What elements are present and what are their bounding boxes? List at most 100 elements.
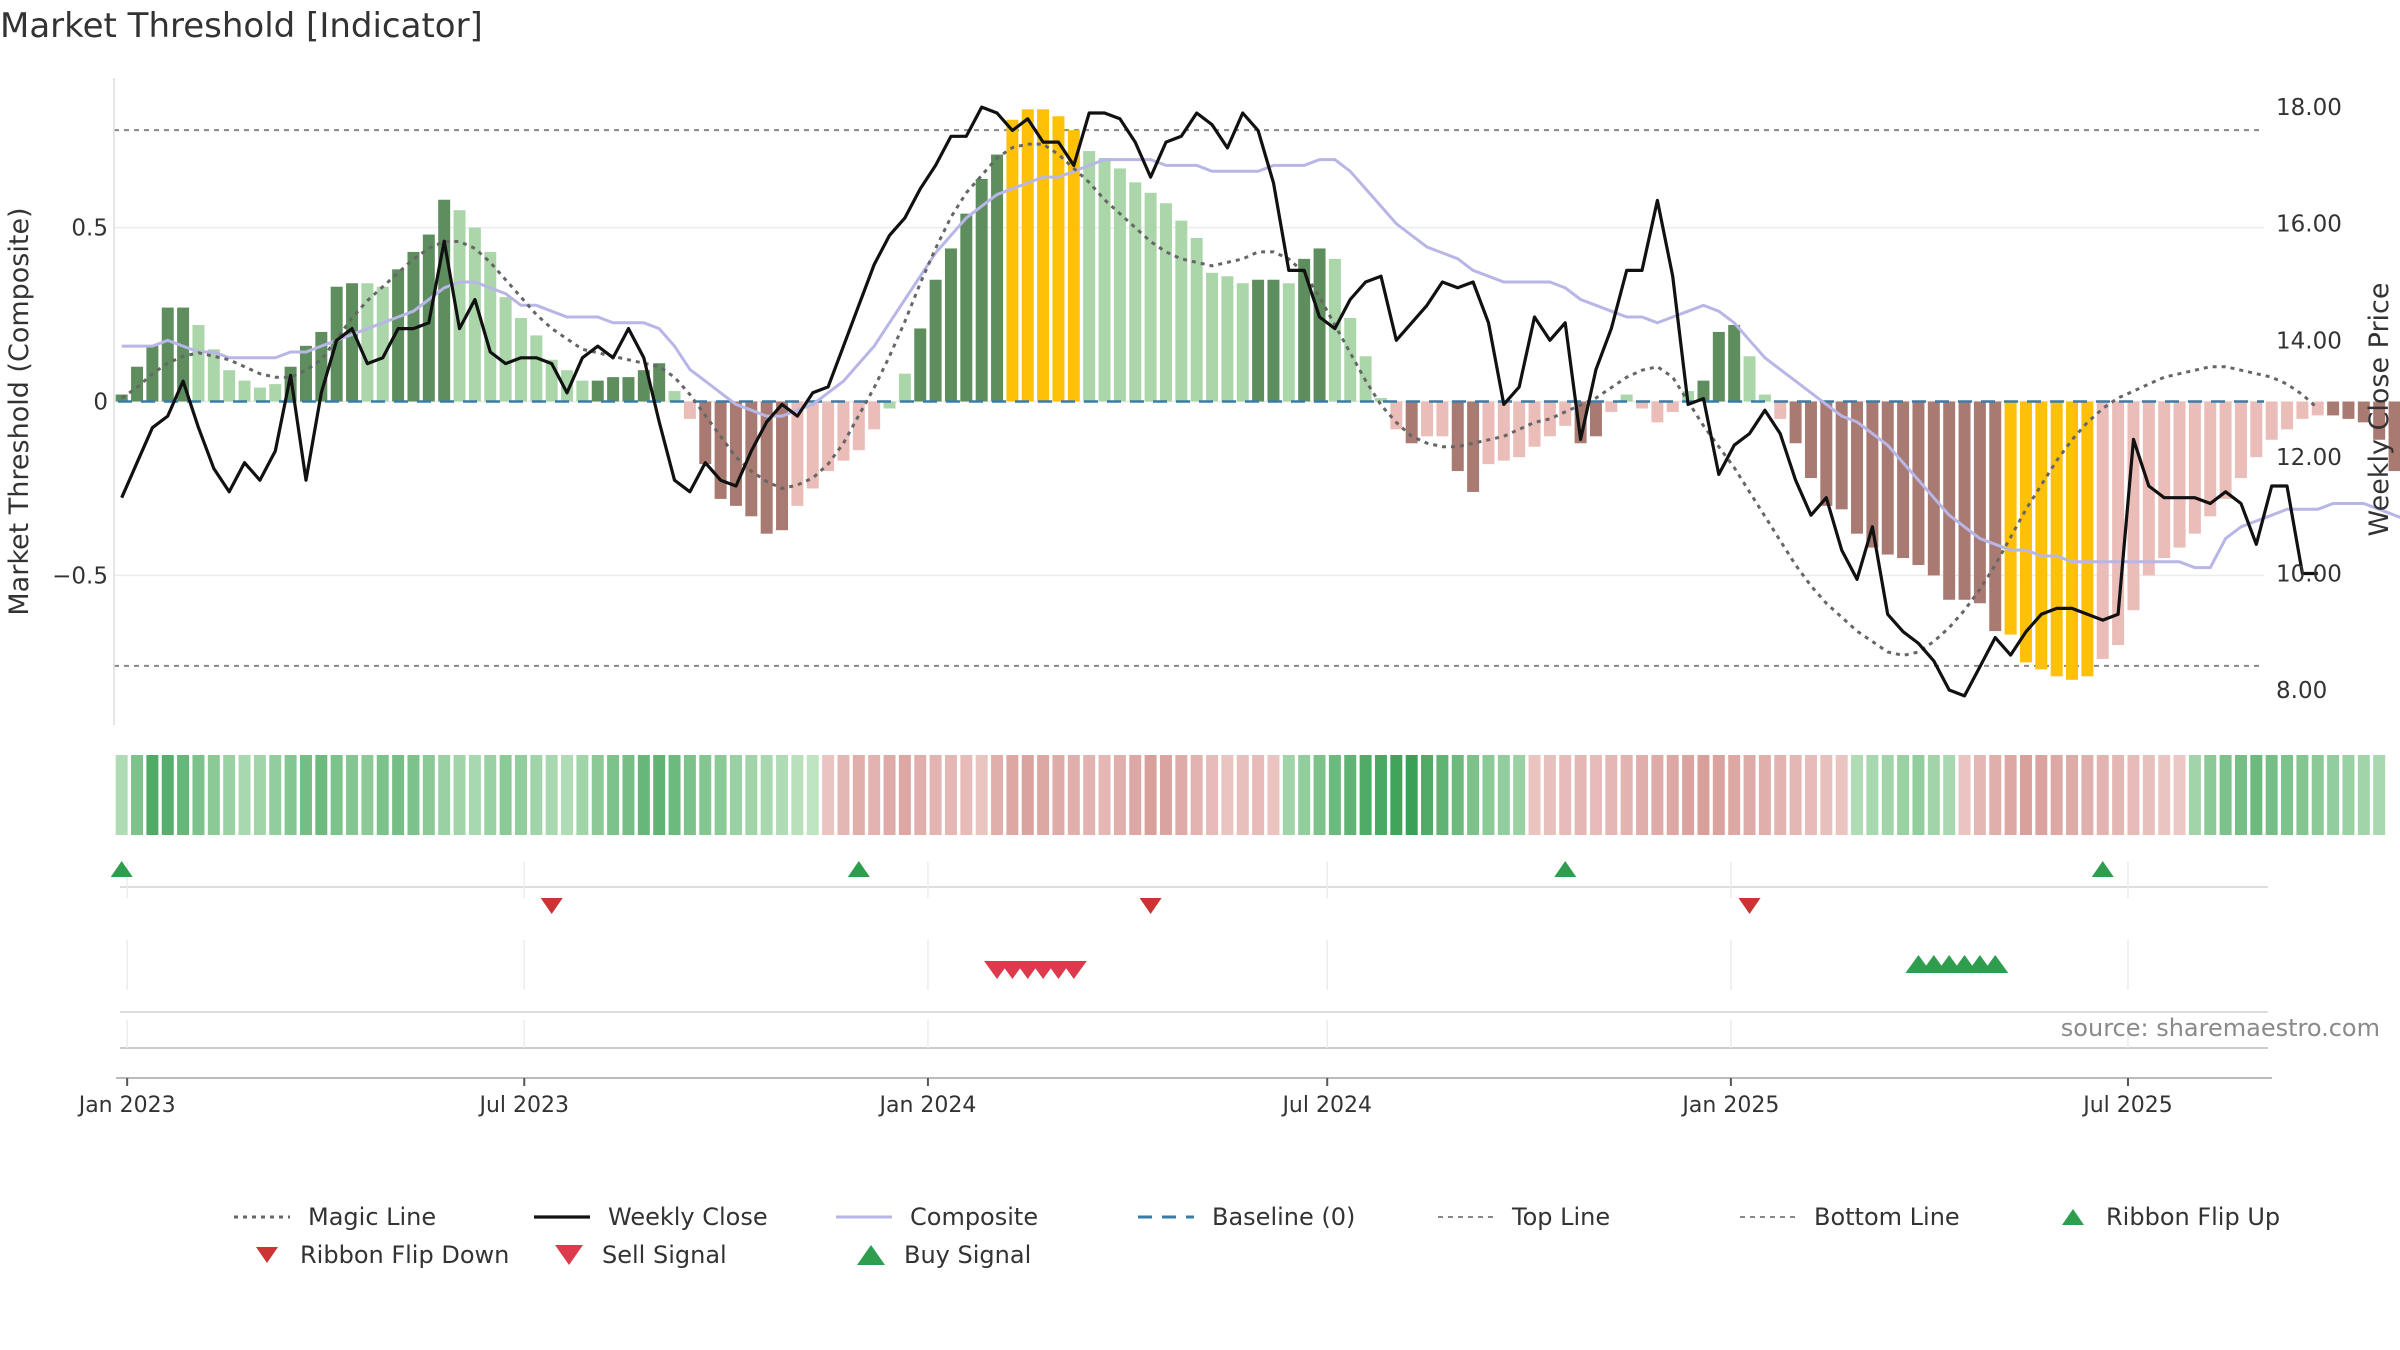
composite-bar — [299, 345, 312, 402]
composite-bar — [622, 377, 635, 402]
composite-bar — [2096, 401, 2109, 659]
composite-bar — [1236, 283, 1249, 402]
ribbon-cell — [1267, 755, 1280, 835]
ribbon-cell — [1589, 755, 1602, 835]
composite-bar — [2019, 401, 2032, 663]
composite-bar — [1927, 401, 1940, 576]
ribbon-cell — [991, 755, 1004, 835]
grid-lines — [114, 129, 2264, 667]
ribbon-cell — [1067, 755, 1080, 835]
ribbon-cell — [299, 755, 312, 835]
legend-item: Baseline (0) — [1136, 1198, 1355, 1236]
ribbon-cell — [1820, 755, 1833, 835]
composite-bar — [883, 401, 896, 409]
composite-bar — [346, 283, 359, 402]
composite-bar — [1221, 276, 1234, 402]
ribbon-cell — [1113, 755, 1126, 835]
ribbon-cell — [1559, 755, 1572, 835]
ribbon-cell — [376, 755, 389, 835]
ribbon-cell — [822, 755, 835, 835]
ribbon-cell — [2342, 755, 2355, 835]
ribbon-cell — [545, 755, 558, 835]
ribbon-cell — [1927, 755, 1940, 835]
legend-swatch — [1138, 1215, 1194, 1219]
legend-label: Magic Line — [308, 1203, 437, 1231]
ribbon-cell — [898, 755, 911, 835]
composite-bar — [530, 335, 543, 402]
y2-tick-label: 14.00 — [2276, 328, 2342, 354]
legend-item: Ribbon Flip Up — [2056, 1198, 2280, 1236]
composite-bar — [1789, 401, 1802, 444]
ribbon-cell — [131, 755, 144, 835]
composite-bar — [576, 380, 589, 402]
ribbon-cell — [1467, 755, 1480, 835]
composite-bars — [115, 109, 2400, 680]
ribbon-cell — [484, 755, 497, 835]
composite-bar — [1129, 182, 1142, 402]
ribbon-cell — [1774, 755, 1787, 835]
legend-label: Composite — [910, 1203, 1039, 1231]
composite-bar — [1313, 248, 1326, 402]
ribbon-cell — [1528, 755, 1541, 835]
composite-bar — [1620, 394, 1633, 402]
composite-bar — [1190, 238, 1203, 402]
composite-bar — [514, 318, 527, 402]
ribbon-cell — [1973, 755, 1986, 835]
composite-bar — [1083, 151, 1096, 402]
composite-bar — [1374, 398, 1387, 402]
composite-bar — [2035, 401, 2048, 670]
composite-bar — [991, 154, 1004, 402]
composite-bar — [1758, 394, 1771, 402]
ribbon-cell — [2281, 755, 2294, 835]
composite-bar — [1436, 401, 1449, 437]
axes: 0.5 0 −0.5 18.00 16.00 14.00 12.00 10.00 8.00 Mar… — [4, 78, 2395, 1118]
ribbon-cell — [1006, 755, 1019, 835]
y2-tick-label: 8.00 — [2276, 678, 2327, 704]
ribbon-cell — [1743, 755, 1756, 835]
ribbon-strip — [115, 755, 2386, 835]
composite-bar — [1574, 401, 1587, 444]
composite-bar — [1651, 401, 1664, 423]
signal-lanes — [110, 861, 2268, 1049]
composite-bar — [315, 331, 328, 402]
composite-bar — [2112, 401, 2125, 645]
ribbon-cell — [499, 755, 512, 835]
ribbon-cell — [530, 755, 543, 835]
composite-bar — [1252, 279, 1265, 402]
ribbon-cell — [699, 755, 712, 835]
legend-swatch — [1438, 1216, 1494, 1218]
ribbon-cell — [438, 755, 451, 835]
composite-bar — [453, 210, 466, 402]
composite-bar — [1021, 109, 1034, 402]
x-tick-label: Jul 2023 — [477, 1093, 569, 1118]
ribbon-cell — [1129, 755, 1142, 835]
composite-bar — [1144, 192, 1157, 402]
ribbon-cell — [837, 755, 850, 835]
composite-bar — [1804, 401, 1817, 479]
composite-bar — [1098, 158, 1111, 402]
ribbon-cell — [1943, 755, 1956, 835]
composite-bar — [668, 391, 681, 402]
composite-bar — [2281, 401, 2294, 430]
ribbon-cell — [852, 755, 865, 835]
ribbon-cell — [1359, 755, 1372, 835]
composite-bar — [1589, 401, 1602, 437]
composite-bar — [392, 269, 405, 402]
ribbon-cell — [1482, 755, 1495, 835]
ribbon-cell — [975, 755, 988, 835]
composite-bar — [1881, 401, 1894, 555]
ribbon-cell — [1881, 755, 1894, 835]
composite-bar — [1037, 109, 1050, 402]
ribbon-cell — [146, 755, 159, 835]
ribbon-cell — [944, 755, 957, 835]
composite-bar — [1636, 401, 1649, 409]
ribbon-cell — [1543, 755, 1556, 835]
ribbon-cell — [1313, 755, 1326, 835]
legend-item: Magic Line — [232, 1198, 436, 1236]
ribbon-cell — [2234, 755, 2247, 835]
ribbon-cell — [1851, 755, 1864, 835]
ribbon-cell — [2250, 755, 2263, 835]
composite-bar — [2373, 401, 2386, 440]
ribbon-cell — [714, 755, 727, 835]
composite-bar — [729, 401, 742, 506]
